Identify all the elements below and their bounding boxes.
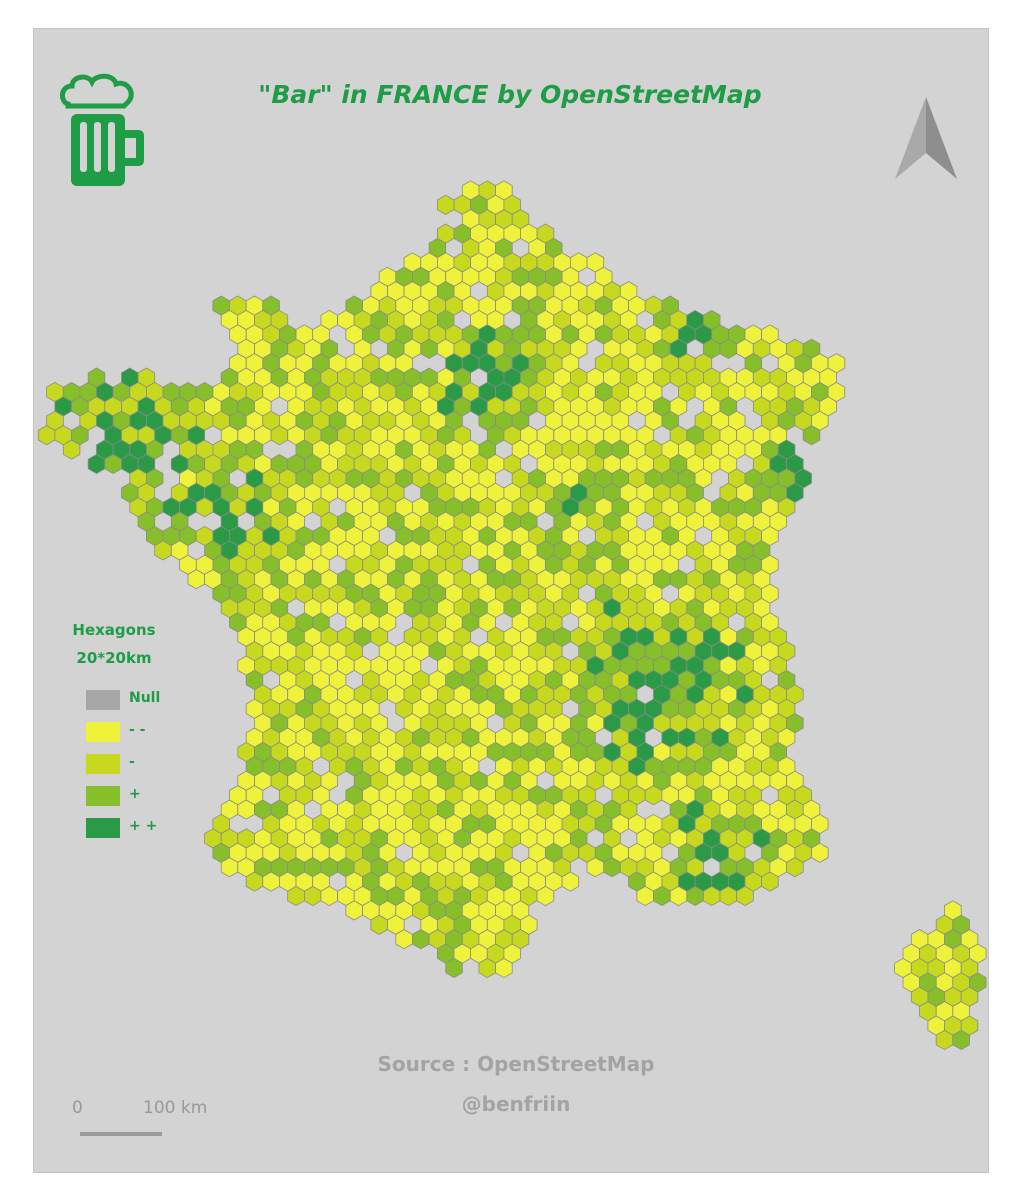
hexagon-cell bbox=[761, 871, 779, 892]
legend-label-very-low: - - bbox=[129, 722, 146, 738]
hexagon-cell bbox=[436, 194, 455, 215]
north-arrow-icon bbox=[895, 97, 957, 179]
legend-swatch-low bbox=[86, 754, 120, 774]
map-title: "Bar" in FRANCE by OpenStreetMap bbox=[258, 80, 762, 109]
hexagon-cell bbox=[736, 885, 754, 907]
legend-swatch-high bbox=[86, 786, 120, 806]
hexagon-cell bbox=[445, 957, 463, 979]
hexagon-cell bbox=[786, 857, 804, 878]
hexagon-cell bbox=[802, 425, 821, 446]
legend-label-very-high: + + bbox=[129, 818, 158, 834]
author-credit: @benfriin bbox=[461, 1092, 571, 1116]
legend-label-null: Null bbox=[129, 690, 161, 706]
legend-label-low: - bbox=[129, 754, 135, 770]
hexagon-cell bbox=[811, 842, 829, 863]
legend-title-line1: Hexagons bbox=[72, 621, 156, 639]
scale-distance-label: 100 km bbox=[143, 1098, 208, 1118]
legend-swatch-null bbox=[86, 690, 120, 710]
legend-label-high: + bbox=[129, 786, 141, 802]
legend-swatch-very-high bbox=[86, 818, 120, 838]
scale-zero-label: 0 bbox=[72, 1098, 83, 1118]
beer-mug-icon bbox=[60, 73, 144, 186]
scale-bar bbox=[80, 1132, 162, 1136]
legend-swatch-very-low bbox=[86, 722, 120, 742]
hexagon-cell bbox=[62, 439, 81, 460]
hexagon-cell bbox=[561, 871, 580, 892]
hexagon-cell bbox=[952, 1029, 970, 1051]
hexagon-cell bbox=[536, 885, 555, 907]
hexagon-cell bbox=[495, 957, 513, 979]
source-text: Source : OpenStreetMap bbox=[377, 1052, 655, 1076]
legend-title-line2: 20*20km bbox=[76, 649, 152, 667]
